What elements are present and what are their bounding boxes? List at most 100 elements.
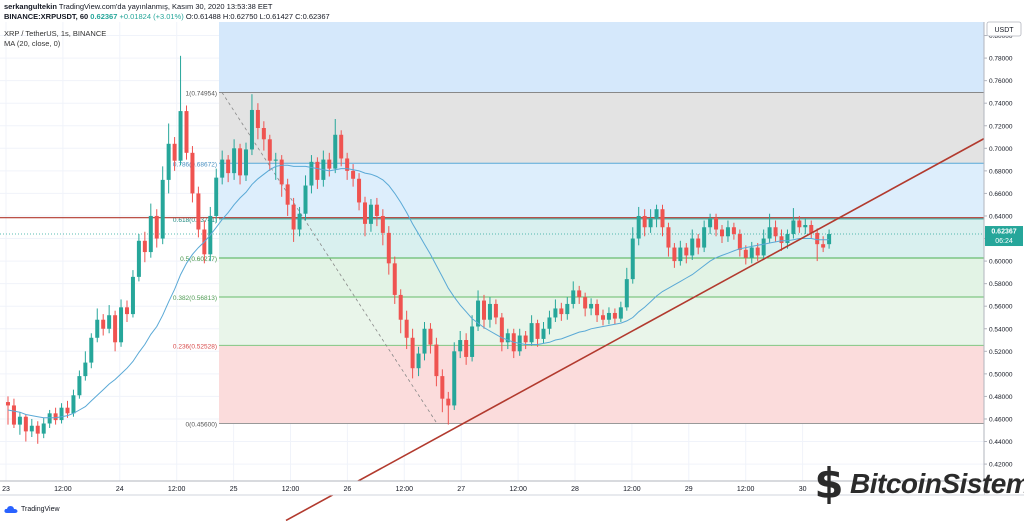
candle-body (89, 337, 94, 363)
candle-body (737, 234, 742, 250)
candle-body (101, 319, 106, 329)
fib-zone (219, 297, 984, 346)
candle-body (434, 344, 439, 377)
candle-body (23, 416, 28, 432)
candle-body (17, 416, 22, 425)
fib-zone (219, 257, 984, 298)
candle-body (113, 315, 118, 343)
fib-level-label: 1(0.74954) (186, 90, 217, 97)
candle-body (535, 323, 540, 339)
support-trendline[interactable] (285, 137, 985, 521)
symbol-name: BINANCE:XRPUSDT, 60 (4, 12, 89, 21)
candle-body (678, 247, 683, 262)
candle-body (148, 215, 153, 253)
candle-body (458, 340, 463, 352)
candle-body (244, 149, 248, 176)
candle-body (172, 143, 177, 161)
time-tick-label: 28 (571, 486, 579, 493)
unit-box (986, 21, 1022, 37)
candle-body (416, 353, 421, 369)
candle-body (761, 238, 766, 256)
tradingview-footer[interactable]: TradingView (4, 505, 60, 514)
candle-body (273, 159, 278, 161)
author-name[interactable]: serkangultekin (4, 2, 57, 11)
legend-ma: MA (20, close, 0) (4, 39, 61, 48)
candle-body (470, 326, 475, 357)
candle-body (374, 204, 379, 216)
candle-body (136, 240, 141, 277)
watermark-text: BitcoinSistemi (850, 468, 1024, 499)
time-tick-label: 12:00 (396, 486, 414, 493)
candle-body (392, 263, 397, 295)
candle-body (827, 234, 832, 245)
candle-body (773, 227, 778, 237)
candle-body (767, 227, 772, 239)
candle-body (327, 159, 332, 169)
candle-body (279, 159, 284, 185)
price-axis-bg (984, 0, 1024, 495)
candle-body (154, 215, 159, 239)
candle-body (553, 308, 558, 318)
candle-body (666, 227, 671, 248)
candle-body (452, 351, 457, 406)
last-price: 0.62367 (90, 12, 118, 21)
candle-body (428, 328, 433, 345)
candle-body (297, 213, 302, 230)
candle-body (249, 109, 254, 150)
candle-body (303, 185, 308, 214)
candle-body (559, 308, 564, 315)
candle-body (797, 220, 802, 228)
candle-body (398, 294, 403, 320)
time-tick-label: 29 (685, 486, 693, 493)
last-price-badge (985, 226, 1023, 247)
fib-zone (219, 92, 984, 164)
candle-body (785, 234, 790, 244)
candle-body (779, 236, 784, 244)
price-tick-label: 0.52000 (989, 349, 1013, 356)
candle-body (285, 184, 290, 205)
candle-body (642, 215, 647, 228)
candle-body (725, 227, 730, 237)
candle-body (595, 303, 600, 316)
bitcoin-logo-icon: $ (814, 462, 843, 506)
time-tick-label: 25 (230, 486, 238, 493)
candle-body (184, 111, 189, 153)
price-tick-label: 0.80000 (989, 33, 1013, 40)
candle-body (404, 319, 409, 338)
candle-body (493, 303, 498, 318)
candle-body (684, 247, 689, 256)
candle-body (624, 279, 629, 308)
candle-body (267, 139, 272, 161)
time-tick-label: 30 (799, 486, 807, 493)
fib-zone (219, 345, 984, 424)
candle-body (345, 158, 350, 171)
price-tick-label: 0.70000 (989, 146, 1013, 153)
time-tick-label: 12:00 (509, 486, 527, 493)
chart-header: serkangultekin TradingView.com'da yayınl… (4, 2, 330, 22)
candle-body (77, 376, 82, 396)
candle-body (630, 238, 635, 280)
price-tick-label: 0.46000 (989, 416, 1013, 423)
ma-line (7, 164, 830, 419)
candle-body (476, 300, 481, 327)
candle-body (315, 161, 320, 180)
symbol-line: BINANCE:XRPUSDT, 60 0.62367 +0.01824 (+3… (4, 12, 330, 22)
candle-body (47, 413, 52, 424)
candle-body (178, 111, 183, 161)
candle-body (482, 300, 486, 320)
price-tick-label: 0.60000 (989, 259, 1013, 266)
time-tick-label: 24 (116, 486, 124, 493)
candle-body (749, 247, 754, 258)
candle-body (65, 407, 70, 414)
candle-body (702, 227, 707, 248)
time-tick-label: 26 (344, 486, 352, 493)
fib-level-label: 0.5(0.60277) (180, 256, 217, 263)
candle-body (142, 240, 147, 253)
price-tick-label: 0.74000 (989, 101, 1013, 108)
candle-body (601, 315, 605, 320)
candle-body (53, 413, 58, 421)
fib-level-label: 0(0.45600) (186, 421, 217, 428)
candle-body (166, 143, 171, 180)
tradingview-cloud-icon (4, 506, 18, 513)
